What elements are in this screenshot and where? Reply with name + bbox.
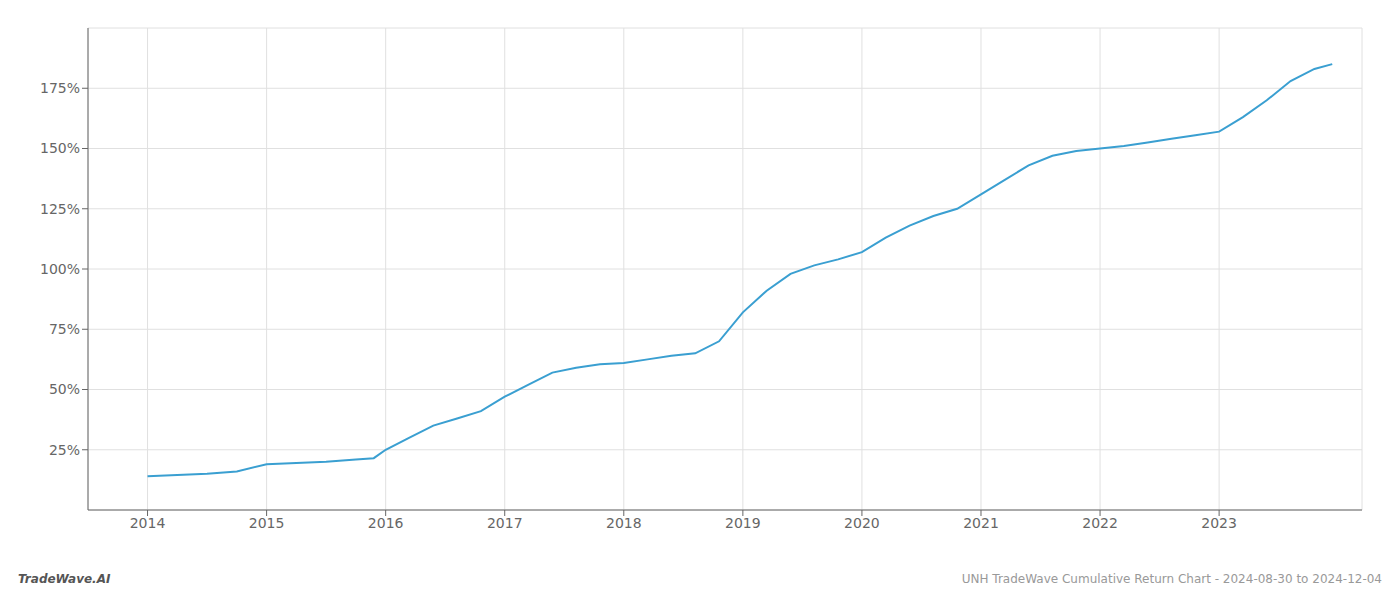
svg-text:25%: 25% (49, 442, 80, 458)
svg-text:2016: 2016 (368, 515, 404, 531)
svg-text:150%: 150% (40, 140, 80, 156)
svg-text:2014: 2014 (130, 515, 166, 531)
svg-text:2017: 2017 (487, 515, 523, 531)
svg-text:50%: 50% (49, 381, 80, 397)
svg-text:2021: 2021 (963, 515, 999, 531)
svg-text:2022: 2022 (1082, 515, 1118, 531)
svg-text:2018: 2018 (606, 515, 642, 531)
svg-text:2019: 2019 (725, 515, 761, 531)
svg-text:2015: 2015 (249, 515, 285, 531)
svg-text:75%: 75% (49, 321, 80, 337)
svg-text:2020: 2020 (844, 515, 880, 531)
svg-text:125%: 125% (40, 201, 80, 217)
svg-text:2023: 2023 (1201, 515, 1237, 531)
svg-text:175%: 175% (40, 80, 80, 96)
html-text:TradeWave.AI: TradeWave.AI (18, 572, 111, 586)
svg-text:100%: 100% (40, 261, 80, 277)
html-text:UNH TradeWave Cumulative Retur: UNH TradeWave Cumulative Return Chart - … (961, 572, 1382, 586)
